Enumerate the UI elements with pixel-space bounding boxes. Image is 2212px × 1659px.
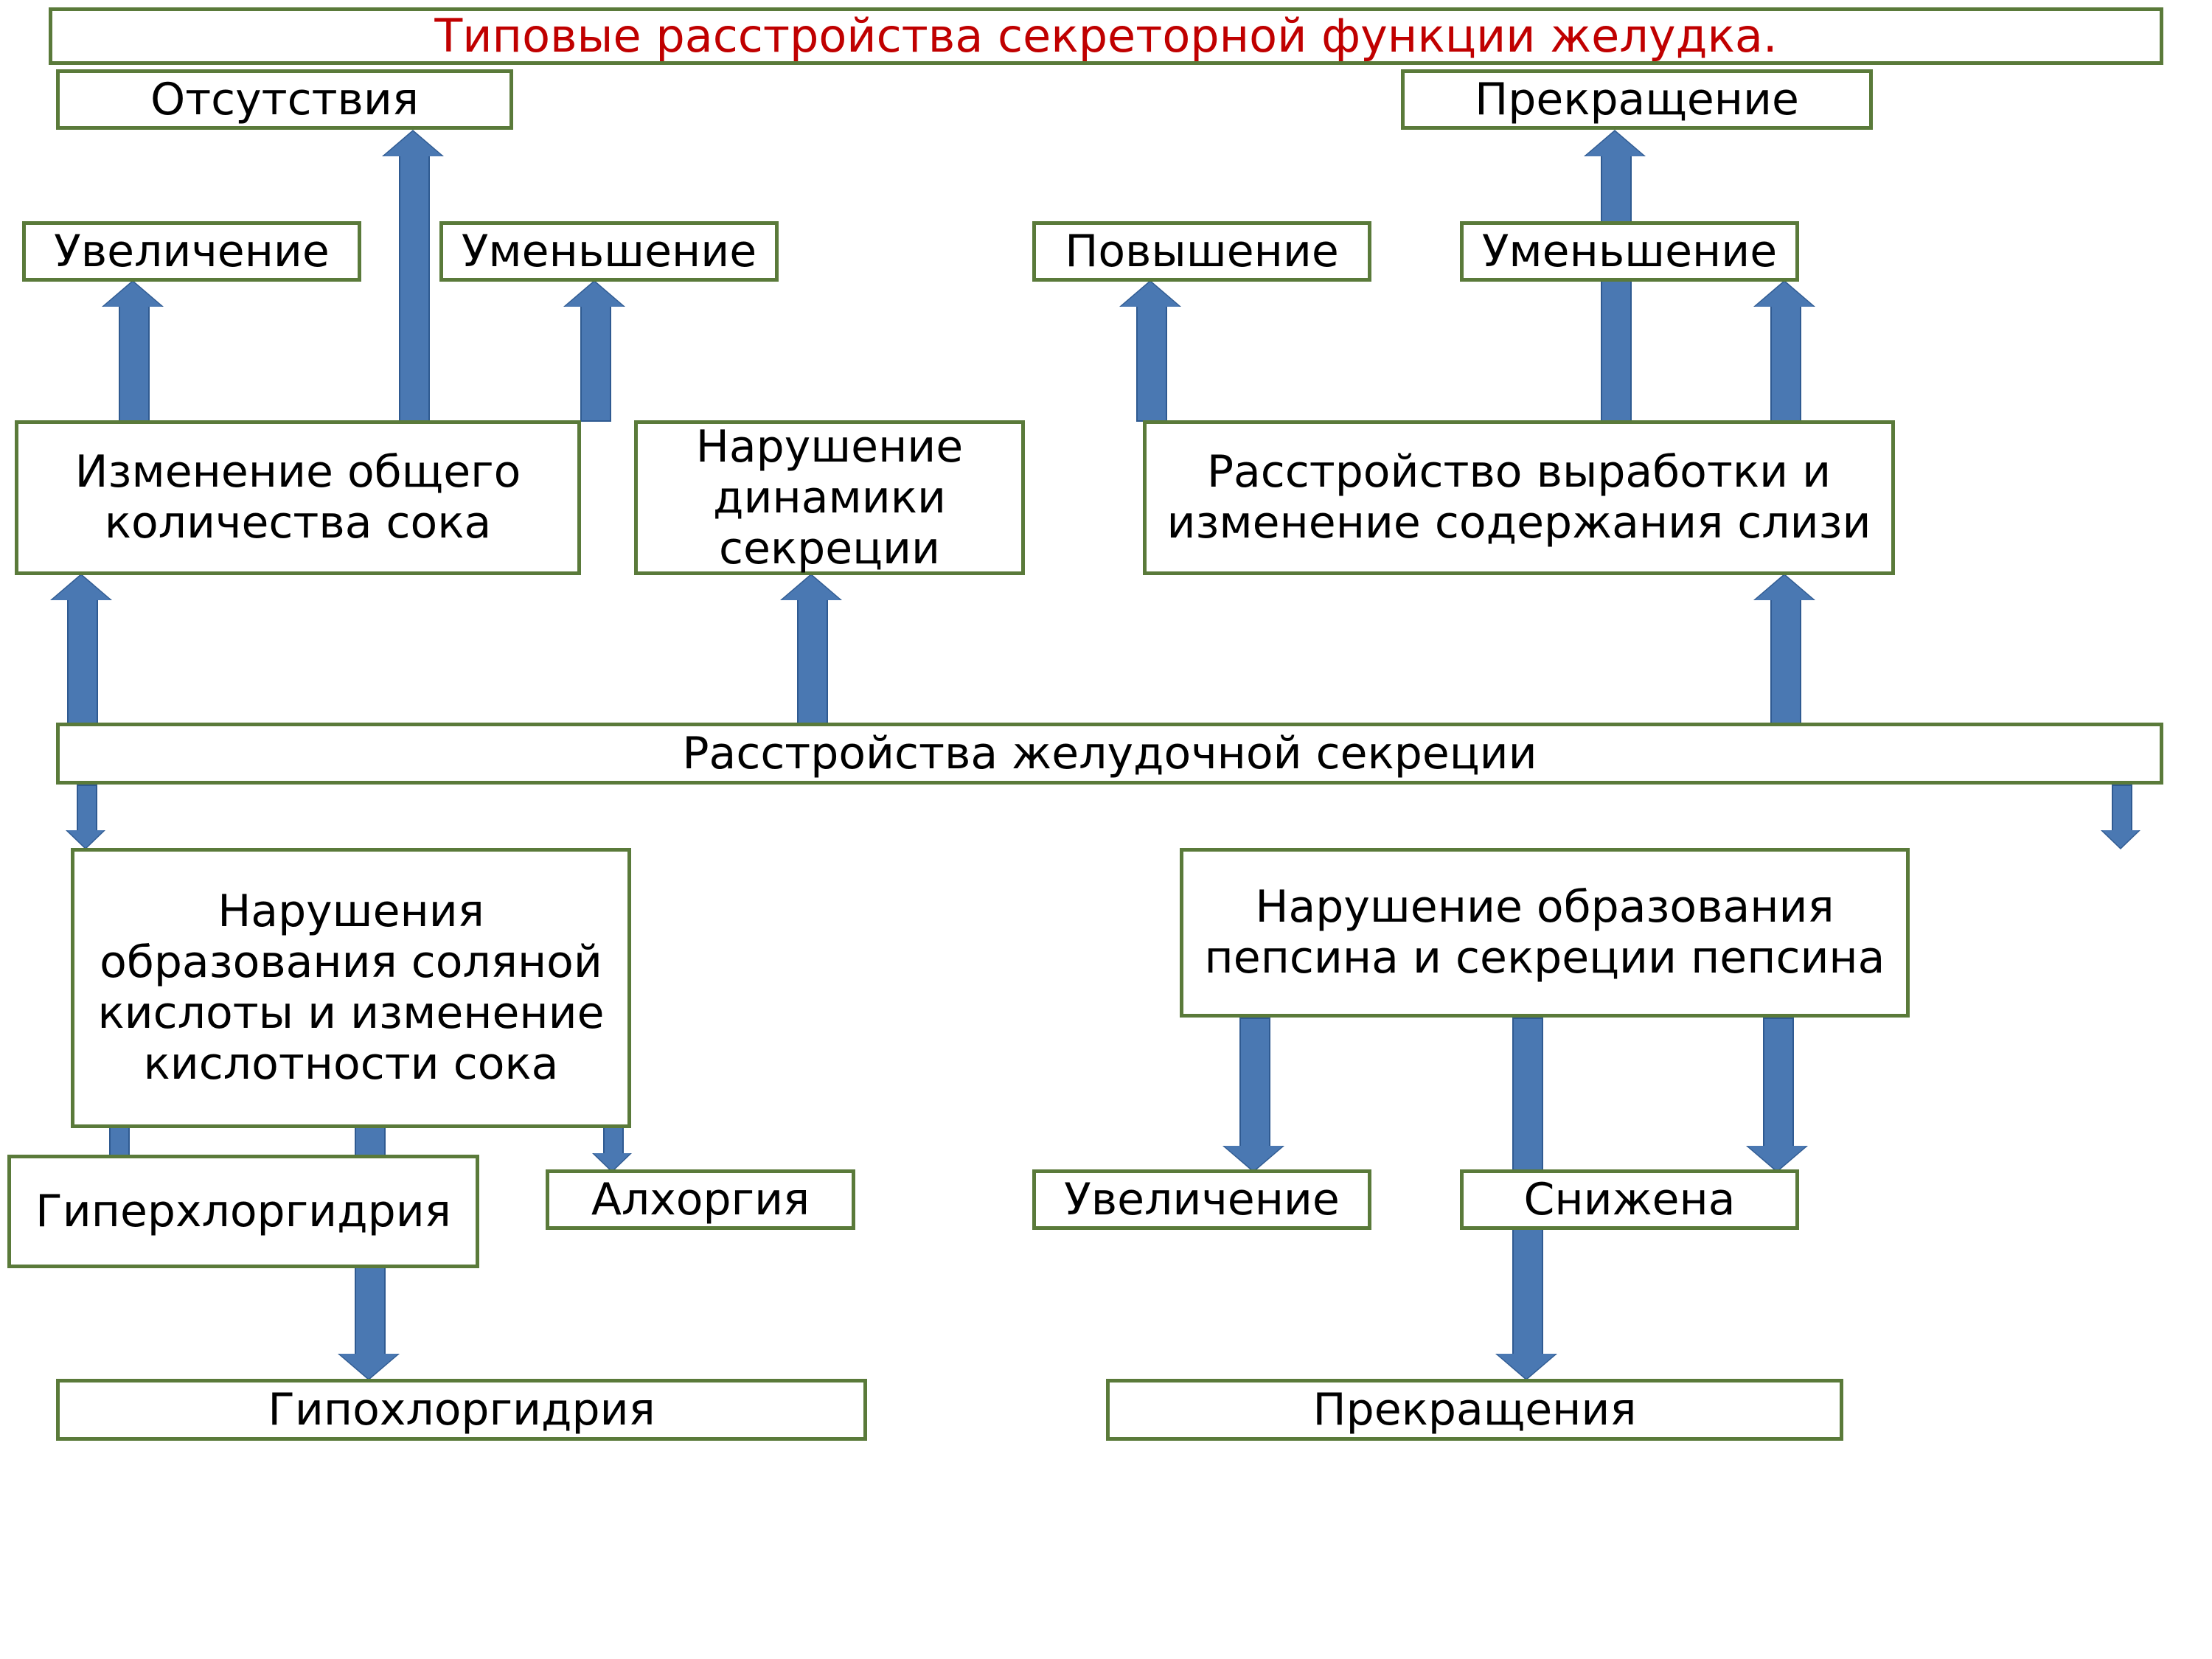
arrow-head (594, 1153, 630, 1171)
box-decrease2: Уменьшение (1460, 221, 1799, 282)
box-title: Типовые расстройства секреторной функции… (49, 7, 2163, 65)
arrow-head (1224, 1146, 1283, 1171)
box-mucus: Расстройство выработки и изменение содер… (1143, 420, 1895, 575)
box-pepsin: Нарушение образования пепсина и секреции… (1180, 848, 1910, 1018)
box-absence: Отсутствия (56, 69, 513, 130)
box-hypochlor: Гипохлоргидрия (56, 1379, 867, 1441)
arrow (119, 307, 150, 422)
arrow (1601, 156, 1632, 422)
arrow-head (565, 282, 624, 307)
arrow (1136, 307, 1167, 422)
box-termination2: Прекращения (1106, 1379, 1843, 1441)
arrow-head (103, 282, 162, 307)
box-decrease1: Уменьшение (439, 221, 779, 282)
arrow (77, 785, 97, 832)
arrow-head (1585, 131, 1644, 156)
arrow (67, 600, 98, 724)
arrow (797, 600, 828, 724)
box-elevation: Повышение (1032, 221, 1371, 282)
box-center: Расстройства желудочной секреции (56, 723, 2163, 785)
arrow (1763, 1018, 1794, 1147)
box-total-juice: Изменение общего количества сока (15, 420, 581, 575)
box-hyperchlor: Гиперхлоргидрия (7, 1155, 479, 1268)
diagram-stage: Типовые расстройства секреторной функции… (0, 0, 2212, 1659)
box-increase2: Увеличение (1032, 1169, 1371, 1230)
arrow-head (52, 575, 111, 600)
arrow (580, 307, 611, 422)
arrow-head (1755, 575, 1814, 600)
box-increase1: Увеличение (22, 221, 361, 282)
arrow (2112, 785, 2132, 832)
box-reduced: Снижена (1460, 1169, 1799, 1230)
box-hcl: Нарушения образования соляной кислоты и … (71, 848, 631, 1128)
arrow-head (1121, 282, 1180, 307)
box-achlor: Алхоргия (546, 1169, 855, 1230)
box-dyn-secretion: Нарушение динамики секреции (634, 420, 1025, 575)
arrow-head (1497, 1354, 1556, 1379)
arrow-head (383, 131, 442, 156)
arrow (1770, 307, 1801, 422)
box-termination1: Прекращение (1401, 69, 1873, 130)
arrow-head (1755, 282, 1814, 307)
arrow (1239, 1018, 1270, 1147)
arrow-head (67, 830, 104, 848)
arrow-head (1747, 1146, 1806, 1171)
arrow (399, 156, 430, 422)
arrow-head (2102, 830, 2139, 848)
arrow-head (339, 1354, 398, 1379)
arrow-head (782, 575, 841, 600)
arrow (1770, 600, 1801, 724)
